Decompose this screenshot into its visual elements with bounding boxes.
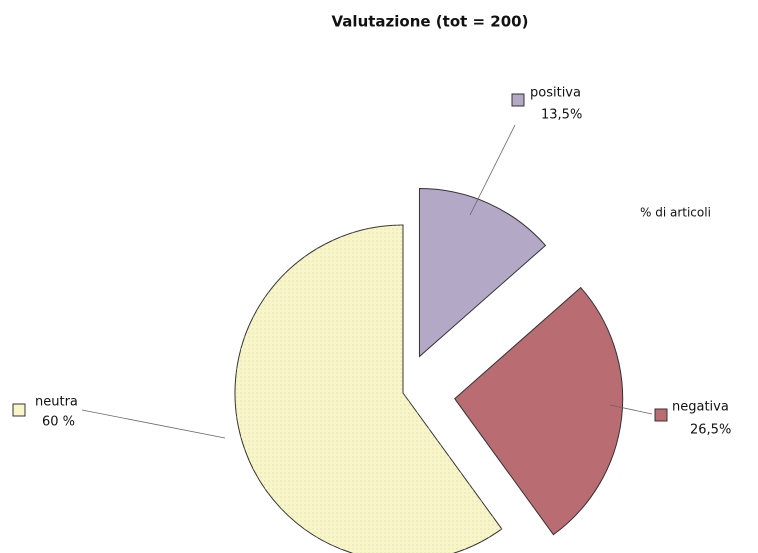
category-label: neutra bbox=[35, 395, 78, 410]
legend-swatch bbox=[12, 403, 26, 417]
category-label: positiva bbox=[530, 86, 581, 101]
value-label: 26,5% bbox=[690, 423, 731, 438]
leader-line bbox=[81, 409, 226, 439]
leader-line bbox=[609, 404, 653, 415]
pie-slice bbox=[418, 188, 547, 358]
annotation: % di articoli bbox=[640, 206, 711, 220]
category-label: negativa bbox=[672, 400, 729, 415]
chart-title: Valutazione (tot = 200) bbox=[332, 13, 529, 31]
pie-slice bbox=[454, 286, 624, 536]
leader-line bbox=[469, 124, 516, 216]
slice-pattern bbox=[235, 225, 502, 553]
legend-swatch bbox=[511, 93, 525, 107]
value-label: 13,5% bbox=[541, 108, 582, 123]
legend-swatch bbox=[654, 408, 668, 422]
value-label: 60 % bbox=[42, 415, 75, 430]
